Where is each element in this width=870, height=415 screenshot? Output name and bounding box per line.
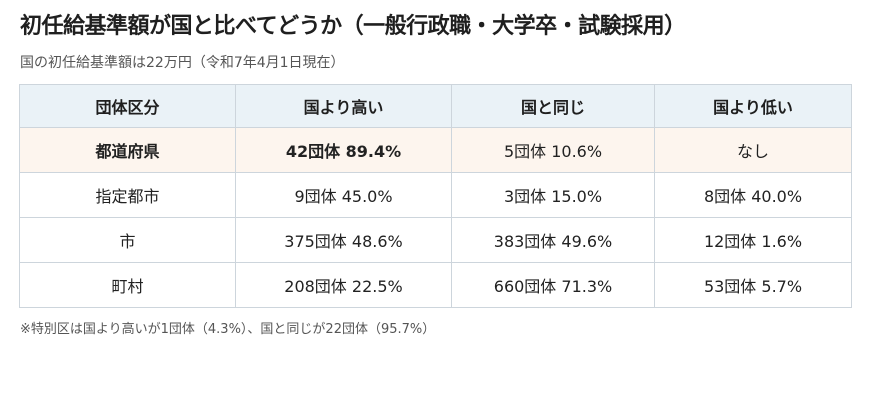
cell-lower: 8団体 40.0%: [654, 172, 852, 218]
cell-category: 都道府県: [19, 127, 236, 173]
table-header-row: 団体区分 国より高い 国と同じ 国より低い: [19, 84, 852, 128]
header-lower-than-national: 国より低い: [654, 84, 852, 128]
header-higher-than-national: 国より高い: [235, 84, 452, 128]
cell-lower: なし: [654, 127, 852, 173]
table-row-cities: 市 375団体 48.6% 383団体 49.6% 12団体 1.6%: [19, 217, 852, 263]
cell-higher: 42団体 89.4%: [235, 127, 452, 173]
cell-higher: 208団体 22.5%: [235, 262, 452, 308]
cell-higher: 9団体 45.0%: [235, 172, 452, 218]
page-subtitle: 国の初任給基準額は22万円（令和7年4月1日現在）: [20, 55, 345, 71]
page-title: 初任給基準額が国と比べてどうか（一般行政職・大学卒・試験採用）: [20, 14, 686, 39]
cell-same: 5団体 10.6%: [451, 127, 655, 173]
header-same-as-national: 国と同じ: [451, 84, 655, 128]
cell-same: 660団体 71.3%: [451, 262, 655, 308]
header-category: 団体区分: [19, 84, 236, 128]
cell-category: 町村: [19, 262, 236, 308]
table-row-prefectures: 都道府県 42団体 89.4% 5団体 10.6% なし: [19, 127, 852, 173]
cell-category: 指定都市: [19, 172, 236, 218]
table-row-towns-villages: 町村 208団体 22.5% 660団体 71.3% 53団体 5.7%: [19, 262, 852, 308]
cell-lower: 53団体 5.7%: [654, 262, 852, 308]
table-row-designated-cities: 指定都市 9団体 45.0% 3団体 15.0% 8団体 40.0%: [19, 172, 852, 218]
comparison-table: 団体区分 国より高い 国と同じ 国より低い 都道府県 42団体 89.4% 5団…: [19, 84, 852, 308]
cell-lower: 12団体 1.6%: [654, 217, 852, 263]
cell-same: 3団体 15.0%: [451, 172, 655, 218]
cell-same: 383団体 49.6%: [451, 217, 655, 263]
cell-category: 市: [19, 217, 236, 263]
cell-higher: 375団体 48.6%: [235, 217, 452, 263]
footnote: ※特別区は国より高いが1団体（4.3%）、国と同じが22団体（95.7%）: [20, 322, 436, 337]
